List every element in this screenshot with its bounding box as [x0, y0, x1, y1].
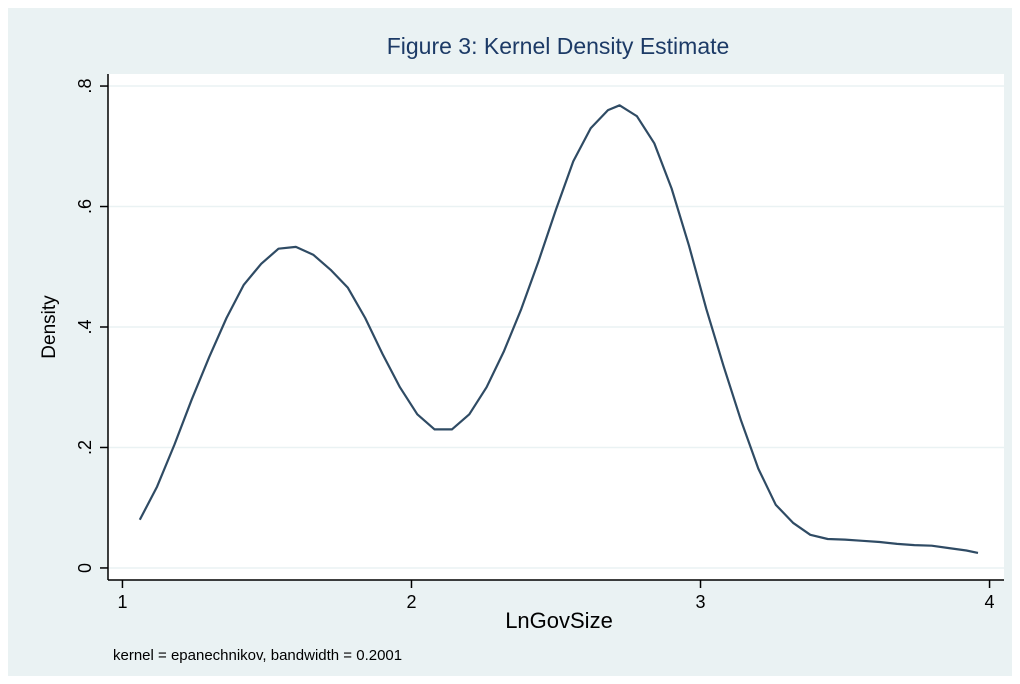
x-tick-label: 4: [985, 592, 995, 612]
y-ticks: 0 .2 .4 .6 .8: [75, 79, 108, 573]
chart-frame: Figure 3: Kernel Density Estimate 0 .2 .4.…: [8, 8, 1012, 676]
y-tick-label: .4: [75, 319, 95, 334]
x-tick-label: 1: [117, 592, 127, 612]
density-line: [138, 104, 979, 554]
kernel-note: kernel = epanechnikov, bandwidth = 0.200…: [113, 647, 402, 664]
x-ticks: 1 2 3 4: [117, 580, 995, 612]
x-axis-label: LnGovSize: [505, 608, 613, 633]
x-tick-label: 2: [406, 592, 416, 612]
y-tick-label: .6: [75, 199, 95, 214]
kde-chart: Figure 3: Kernel Density Estimate 0 .2 .4.…: [39, 33, 1004, 664]
y-tick-label: 0: [75, 563, 95, 573]
x-tick-label: 3: [696, 592, 706, 612]
chart-title: Figure 3: Kernel Density Estimate: [387, 33, 730, 59]
y-axis-label: Density: [39, 295, 60, 359]
y-tick-label: .8: [75, 79, 95, 94]
y-tick-label: .2: [75, 440, 95, 455]
density-series: [138, 104, 979, 554]
